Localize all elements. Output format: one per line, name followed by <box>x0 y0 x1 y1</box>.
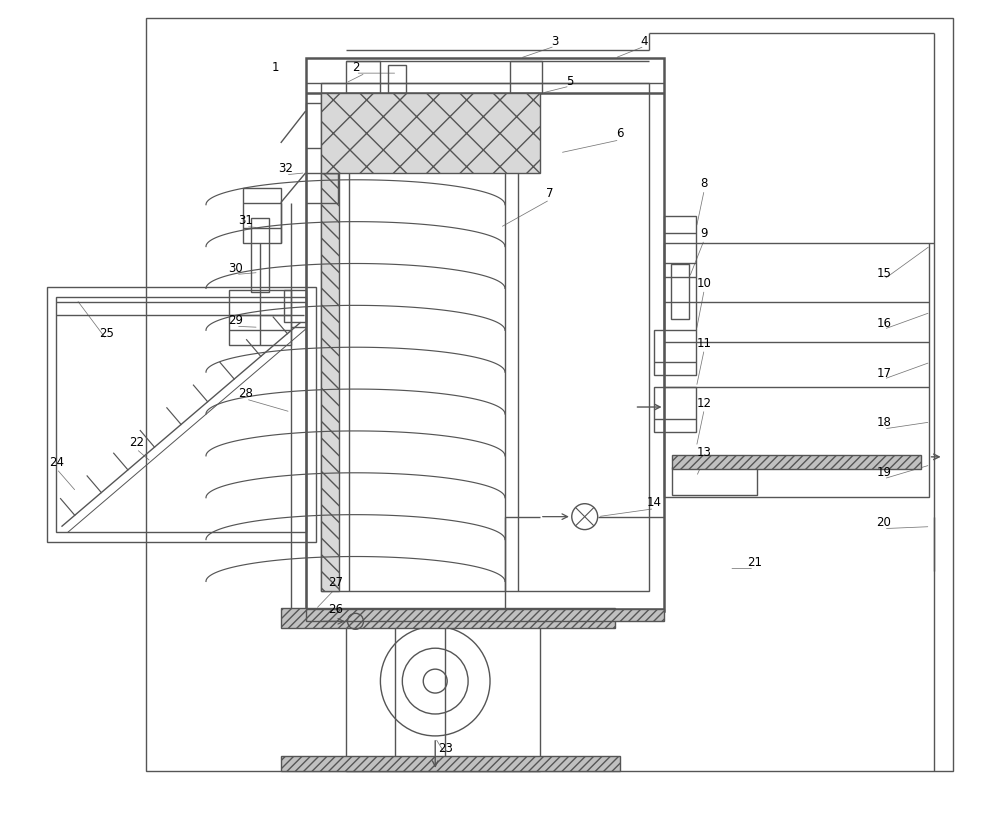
Text: 15: 15 <box>876 266 891 280</box>
Text: 13: 13 <box>697 446 712 459</box>
Text: 11: 11 <box>697 337 712 349</box>
Bar <box>281 609 615 629</box>
Bar <box>664 243 929 497</box>
Bar <box>56 298 306 532</box>
Text: 29: 29 <box>228 313 243 327</box>
Bar <box>654 331 696 375</box>
Bar <box>654 388 696 433</box>
Text: 8: 8 <box>701 177 708 190</box>
Bar <box>281 756 620 771</box>
Text: 1: 1 <box>272 60 280 74</box>
Text: 30: 30 <box>229 261 243 275</box>
Bar <box>321 94 540 174</box>
Text: 5: 5 <box>566 74 573 88</box>
Bar <box>47 288 316 542</box>
Text: 7: 7 <box>546 187 554 200</box>
Text: 18: 18 <box>876 416 891 429</box>
Text: 28: 28 <box>238 386 253 399</box>
Bar <box>672 456 921 469</box>
Bar <box>664 217 696 278</box>
Text: 14: 14 <box>647 495 662 509</box>
Text: 9: 9 <box>701 227 708 240</box>
Text: 17: 17 <box>876 366 891 379</box>
Bar <box>284 291 306 323</box>
Bar <box>346 619 540 771</box>
Text: 22: 22 <box>129 436 144 449</box>
Bar <box>321 174 339 591</box>
Text: 12: 12 <box>697 396 712 409</box>
Text: 6: 6 <box>616 127 623 141</box>
Text: 21: 21 <box>747 555 762 568</box>
Bar <box>306 59 664 612</box>
Bar <box>671 265 689 320</box>
Bar <box>251 218 269 293</box>
Text: 4: 4 <box>641 35 648 48</box>
Text: 23: 23 <box>438 742 453 754</box>
Text: 2: 2 <box>352 60 359 74</box>
Text: 16: 16 <box>876 317 891 329</box>
Text: 25: 25 <box>99 327 114 339</box>
Bar <box>346 62 380 94</box>
Text: 19: 19 <box>876 466 891 479</box>
Bar <box>146 19 953 771</box>
Text: 3: 3 <box>551 35 559 48</box>
Bar <box>243 189 281 243</box>
Text: 24: 24 <box>49 456 64 469</box>
Bar <box>229 291 291 346</box>
Text: 26: 26 <box>328 602 343 615</box>
Bar <box>388 66 406 94</box>
Bar <box>321 84 649 591</box>
Bar <box>306 609 664 622</box>
Bar <box>510 62 542 94</box>
Text: 32: 32 <box>278 162 293 175</box>
Text: 10: 10 <box>697 276 712 289</box>
Text: 20: 20 <box>876 515 891 528</box>
Bar <box>306 104 338 203</box>
Text: 31: 31 <box>238 214 253 227</box>
Bar <box>672 467 757 495</box>
Text: 27: 27 <box>328 576 343 588</box>
